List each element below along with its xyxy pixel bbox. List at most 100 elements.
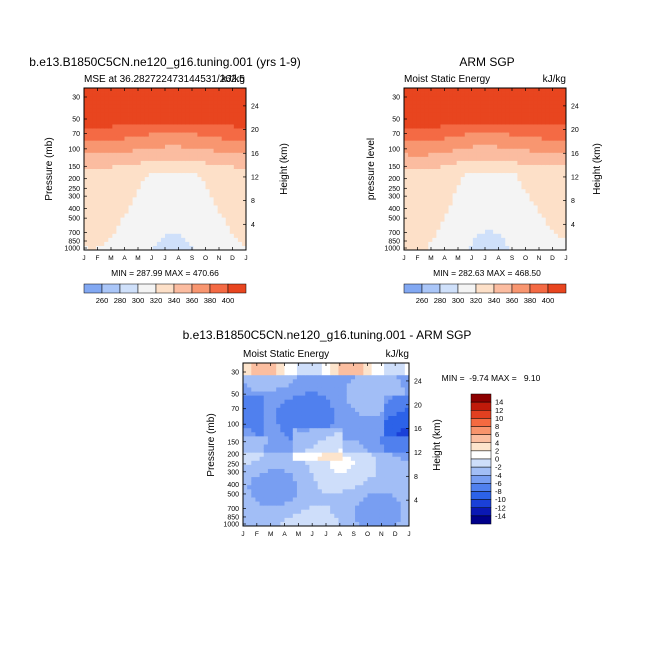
field-cell <box>388 464 393 470</box>
field-cell <box>209 189 214 194</box>
field-cell <box>501 132 506 137</box>
field-cell <box>284 481 290 486</box>
field-cell <box>334 505 339 511</box>
field-cell <box>456 217 462 223</box>
field-cell <box>513 225 518 231</box>
field-cell <box>436 201 441 206</box>
field-cell <box>213 112 219 117</box>
field-cell <box>309 363 314 368</box>
field-cell <box>173 112 178 117</box>
field-cell <box>505 177 510 182</box>
field-cell <box>533 213 539 218</box>
field-cell <box>128 148 133 154</box>
field-cell <box>384 391 389 396</box>
field-cell <box>152 185 158 190</box>
field-cell <box>136 193 142 198</box>
field-cell <box>363 501 368 507</box>
field-cell <box>489 92 494 97</box>
field-cell <box>241 96 247 101</box>
field-cell <box>464 217 470 223</box>
field-cell <box>424 205 429 210</box>
field-cell <box>217 233 223 239</box>
field-cell <box>267 440 273 445</box>
field-cell <box>533 108 539 113</box>
field-cell <box>537 136 543 142</box>
field-cell <box>505 148 510 154</box>
field-cell <box>288 415 294 421</box>
field-cell <box>396 473 402 478</box>
field-cell <box>177 164 182 170</box>
field-cell <box>489 124 494 129</box>
field-cell <box>440 120 445 125</box>
difference-panel: b.e13.B1850C5CN.ne120_g16.tuning.001 - A… <box>183 328 541 538</box>
field-cell <box>424 148 429 154</box>
field-cell <box>497 233 502 239</box>
field-cell <box>112 100 117 105</box>
field-cell <box>367 415 373 421</box>
field-cell <box>452 173 458 178</box>
field-cell <box>537 164 543 170</box>
field-cell <box>317 452 323 458</box>
field-cell <box>501 140 506 146</box>
field-cell <box>251 383 256 388</box>
field-cell <box>225 116 231 121</box>
field-cell <box>404 116 409 121</box>
field-cell <box>416 100 421 105</box>
field-cell <box>525 217 530 223</box>
field-cell <box>112 144 117 150</box>
field-cell <box>284 517 290 523</box>
field-cell <box>355 501 360 507</box>
field-cell <box>384 395 389 401</box>
field-cell <box>104 217 109 223</box>
field-cell <box>225 156 231 162</box>
field-cell <box>440 181 445 186</box>
field-cell <box>342 473 348 478</box>
field-cell <box>263 473 269 478</box>
field-cell <box>533 245 539 251</box>
field-cell <box>185 96 190 101</box>
field-cell <box>116 104 121 109</box>
field-cell <box>263 371 269 376</box>
field-cell <box>263 383 269 388</box>
field-cell <box>177 197 182 202</box>
field-cell <box>497 185 502 190</box>
field-cell <box>448 124 453 129</box>
field-cell <box>280 436 285 441</box>
field-cell <box>313 411 319 417</box>
field-cell <box>452 164 458 170</box>
field-cell <box>342 513 348 519</box>
field-cell <box>346 379 352 384</box>
field-cell <box>509 124 514 129</box>
field-cell <box>485 112 490 117</box>
field-cell <box>132 185 138 190</box>
field-cell <box>326 371 331 376</box>
field-cell <box>388 456 393 462</box>
field-cell <box>476 245 482 251</box>
field-cell <box>276 521 281 527</box>
field-cell <box>251 452 256 458</box>
field-cell <box>428 136 433 142</box>
field-cell <box>338 403 343 409</box>
field-cell <box>181 169 186 174</box>
field-cell <box>148 156 154 162</box>
field-cell <box>160 116 166 121</box>
field-cell <box>267 452 273 458</box>
panel-subtitle-right: kJ/kg <box>222 74 245 85</box>
field-cell <box>96 108 101 113</box>
field-cell <box>255 481 260 486</box>
field-cell <box>408 169 413 174</box>
field-cell <box>140 185 146 190</box>
field-cell <box>160 201 166 206</box>
field-cell <box>301 411 306 417</box>
field-cell <box>92 120 97 125</box>
field-cell <box>460 237 466 243</box>
field-cell <box>160 96 166 101</box>
field-cell <box>233 124 239 129</box>
field-cell <box>136 160 142 166</box>
field-cell <box>436 108 441 113</box>
field-cell <box>428 156 433 162</box>
field-cell <box>247 428 252 433</box>
field-cell <box>476 189 482 194</box>
field-cell <box>132 148 138 154</box>
field-cell <box>384 420 389 425</box>
